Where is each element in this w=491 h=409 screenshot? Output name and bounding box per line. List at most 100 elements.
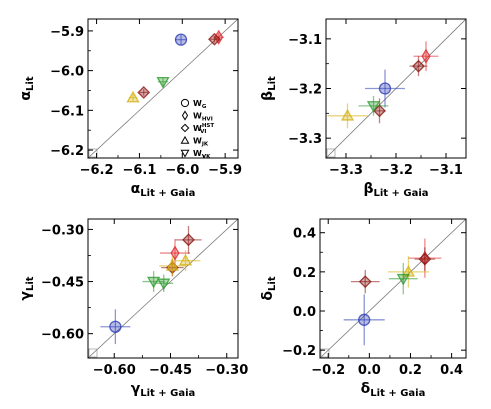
- x-tick-label: 0.0: [358, 363, 381, 378]
- y-tick-label: −6.2: [50, 144, 84, 159]
- marker: [109, 320, 122, 333]
- legend-marker: [180, 149, 190, 158]
- marker: [373, 104, 386, 118]
- marker: [157, 278, 171, 291]
- data-points: [343, 238, 442, 346]
- data-point-4: [126, 90, 140, 103]
- marker: [421, 48, 431, 64]
- marker: [358, 275, 372, 289]
- data-point-3: [414, 247, 436, 271]
- legend-marker: [180, 98, 190, 108]
- marker: [137, 86, 151, 99]
- y-tick-label: −0.60: [41, 328, 84, 343]
- corner-box: [320, 348, 330, 358]
- marker: [126, 90, 140, 103]
- data-point-3: [208, 32, 221, 46]
- data-point-6: [358, 95, 389, 116]
- data-points: [327, 41, 439, 129]
- y-axis-label: βLit: [260, 76, 278, 101]
- x-tick-label: −3.1: [429, 163, 463, 178]
- x-tick-label: −6.2: [80, 163, 114, 178]
- legend-entry-4: WJK: [180, 135, 209, 148]
- data-point-6: [137, 86, 151, 99]
- panel-1: −6.2 −6.1 −6.0 −5.9 −6.2 −6.1 −6.0 −5.9 αLit + G…: [18, 18, 242, 199]
- data-point-1: [343, 294, 385, 346]
- data-point-5: [387, 256, 429, 288]
- marker: [340, 108, 355, 121]
- y-axis-label: γLit: [18, 276, 36, 300]
- plot-frame: [319, 218, 467, 359]
- marker: [358, 313, 371, 326]
- x-tick-label: −0.60: [93, 363, 136, 378]
- marker: [208, 32, 221, 46]
- legend-entry-2: WHVI: [181, 110, 213, 123]
- marker: [366, 101, 381, 113]
- data-point-1: [174, 33, 188, 46]
- panel-4: −0.2 0.0 0.2 0.4 −0.2 0.0 0.2 0.4 δLit + Gaia δLi…: [260, 218, 467, 399]
- y-axis-label: δLit: [260, 276, 278, 300]
- marker: [170, 245, 180, 261]
- data-point-1: [365, 69, 405, 108]
- data-point-2: [160, 239, 190, 267]
- y-tick-label: −0.2: [282, 344, 316, 359]
- marker: [165, 259, 179, 271]
- data-point-5: [170, 250, 201, 272]
- x-tick-label: −0.2: [311, 363, 345, 378]
- data-point-3: [175, 225, 202, 254]
- marker: [182, 233, 195, 247]
- marker: [156, 76, 170, 89]
- x-tick-label: −5.9: [208, 163, 242, 178]
- x-axis-label: δLit + Gaia: [361, 381, 426, 399]
- x-axis-label: βLit + Gaia: [363, 181, 428, 199]
- data-point-6: [159, 255, 186, 277]
- y-tick-label: −0.45: [41, 276, 84, 291]
- x-axis-label: αLit + Gaia: [131, 181, 196, 199]
- corner-box: [88, 348, 98, 358]
- corner-box: [326, 148, 336, 158]
- legend-entry-5: WVK: [180, 149, 211, 160]
- x-tick-label: −0.30: [205, 363, 248, 378]
- legend-marker: [181, 110, 189, 121]
- data-point-5: [327, 103, 368, 129]
- legend-entry-1: WG: [180, 98, 207, 110]
- y-tick-label: 0.0: [293, 305, 316, 320]
- legend-marker: [180, 123, 190, 133]
- legend-label: WG: [193, 99, 207, 110]
- x-tick-label: −3.3: [329, 163, 363, 178]
- data-points: [126, 29, 224, 103]
- y-tick-label: 0.4: [293, 227, 316, 242]
- data-point-1: [100, 309, 131, 345]
- marker: [174, 33, 188, 46]
- y-tick-label: −0.30: [41, 223, 84, 238]
- data-point-7: [142, 271, 165, 292]
- y-tick-label: −3.1: [288, 33, 322, 48]
- legend-label: WJK: [193, 137, 209, 148]
- marker: [178, 253, 193, 266]
- data-point-8: [154, 274, 174, 292]
- legend-label: WHVI: [193, 112, 213, 123]
- x-tick-label: −6.0: [165, 163, 199, 178]
- legend-marker: [180, 135, 190, 144]
- legend-entry-3: WHST VI: [180, 123, 214, 135]
- legend-label: WVK: [193, 149, 211, 160]
- one-to-one-line: [320, 219, 466, 358]
- legend-label: WHST VI: [193, 123, 214, 135]
- marker: [396, 273, 410, 286]
- marker: [147, 276, 161, 289]
- marker: [412, 59, 425, 73]
- data-point-5: [156, 76, 170, 89]
- data-point-3: [409, 56, 428, 77]
- marker: [418, 252, 432, 266]
- data-point-4: [350, 269, 380, 294]
- y-tick-label: −5.9: [50, 25, 84, 40]
- x-tick-label: −3.2: [379, 163, 413, 178]
- x-tick-label: 0.2: [399, 363, 422, 378]
- x-tick-label: 0.4: [440, 363, 463, 378]
- y-tick-label: 0.2: [293, 266, 316, 281]
- y-tick-label: −6.1: [50, 104, 84, 119]
- x-tick-label: −0.45: [149, 363, 192, 378]
- x-tick-label: −6.1: [122, 163, 156, 178]
- x-axis-label: γLit + Gaia: [131, 381, 196, 399]
